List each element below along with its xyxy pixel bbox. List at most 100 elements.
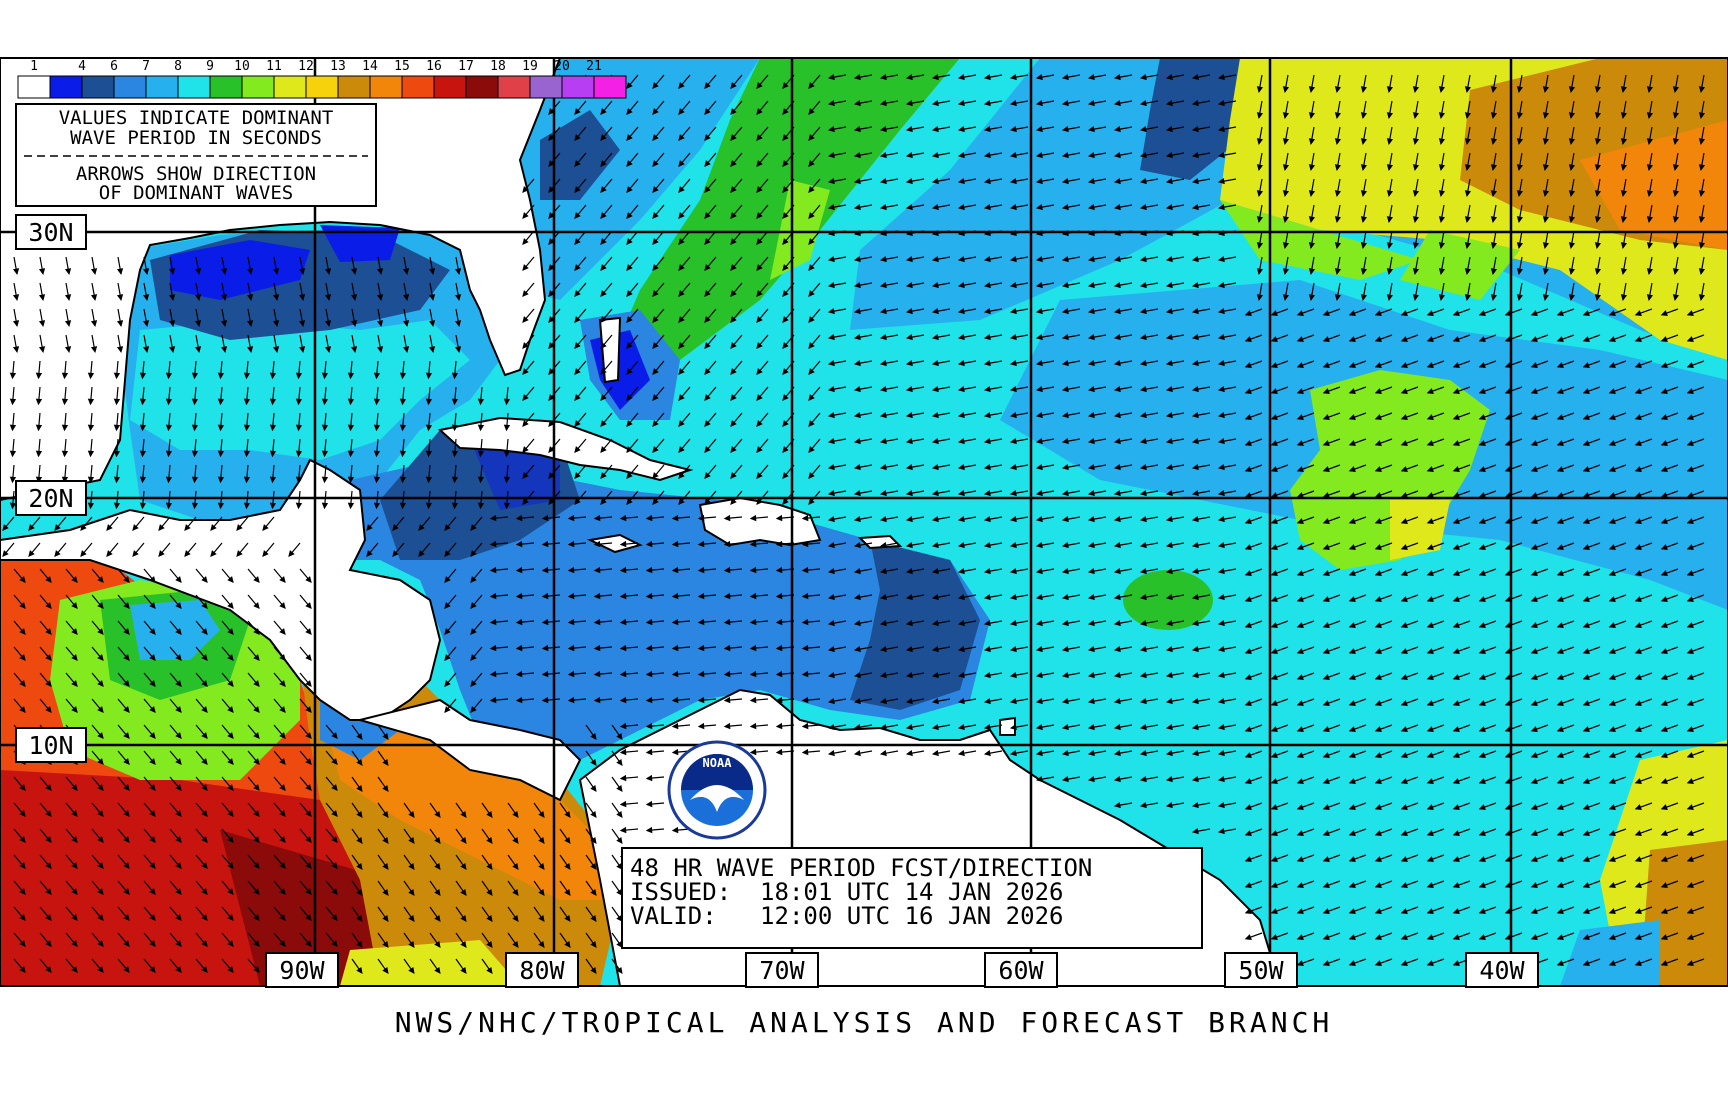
wave-arrow-head [983,671,991,679]
wave-arrow-head [1478,856,1486,862]
wave-arrow-head [428,268,436,276]
wave-arrow-head [931,723,939,731]
wave-arrow-head [1217,73,1225,81]
wave-arrow-head [1308,112,1316,120]
wave-arrow-head [1504,388,1512,394]
wave-arrow-head [1256,294,1264,302]
scale-label: 10 [234,59,250,74]
wave-arrow-head [723,696,731,704]
wave-arrow-head [983,359,991,367]
wave-arrow-head [1009,411,1017,419]
wave-arrow-head [71,706,78,714]
wave-arrow-head [1087,775,1095,783]
wave-arrow-head [1478,622,1486,628]
wave-arrow-head [64,346,72,354]
wave-arrow-head [1620,138,1628,146]
wave-arrow-head [1009,437,1017,445]
wave-arrow-head [827,515,835,523]
wave-arrow-head [1452,544,1460,550]
wave-arrow-head [564,810,571,819]
wave-arrow-head [905,359,913,367]
wave-arrow-head [626,134,633,142]
wave-arrow-head [905,619,913,627]
lon-label-40w: 40W [1465,952,1539,988]
wave-arrow-head [749,566,757,574]
wave-arrow-head [470,654,477,662]
wave-arrow-head [853,645,861,653]
wave-arrow-head [1686,830,1694,836]
wave-arrow-head [38,268,46,276]
wave-arrow-head [1217,593,1225,601]
wave-arrow-head [1165,307,1173,315]
wave-arrow-head [1139,515,1147,523]
wave-arrow-head [1113,125,1121,133]
wave-arrow-head [1464,190,1472,198]
wave-arrow-head [253,654,260,662]
wave-arrow-head [1256,268,1264,276]
wave-arrow-head [1452,804,1460,810]
wave-arrow-head [1035,749,1043,757]
wave-arrow-head [165,476,173,484]
wave-arrow-head [1296,596,1304,602]
wave-arrow-head [1660,388,1668,394]
wave-arrow-head [1400,414,1408,420]
wave-arrow-head [123,966,130,974]
wave-arrow-head [1530,934,1538,940]
wave-arrow-head [590,862,597,871]
wave-arrow-head [227,940,234,948]
wave-arrow-head [1374,492,1382,498]
wave-arrow-head [1556,544,1564,550]
wave-arrow-head [149,888,156,896]
wave-arrow-head [1348,492,1356,498]
wave-arrow-head [279,888,286,896]
wave-arrow-head [782,134,789,142]
wave-arrow-head [1504,648,1512,654]
wave-arrow-head [957,307,965,315]
wave-arrow-head [879,437,887,445]
wave-arrow-head [220,268,228,276]
wave-arrow-head [1516,242,1524,250]
wave-arrow-head [756,186,763,194]
wave-arrow-head [626,316,633,324]
wave-arrow-head [827,749,835,757]
wave-arrow-head [434,862,441,871]
wave-arrow-head [1322,856,1330,862]
wave-arrow-head [1490,268,1498,276]
wave-arrow-head [1217,177,1225,185]
wave-arrow-head [827,307,835,315]
wave-arrow-head [1322,570,1330,576]
wave-arrow-head [1308,86,1316,94]
wave-arrow-head [905,229,913,237]
wave-arrow-head [1660,752,1668,758]
wave-arrow-head [905,125,913,133]
wave-arrow-head [671,514,679,522]
wave-arrow-head [671,696,679,704]
wave-arrow-head [697,592,705,600]
wave-arrow-head [113,424,121,432]
wave-arrow-head [782,394,789,402]
wave-arrow-head [1400,440,1408,446]
wave-arrow-head [1035,255,1043,263]
wave-arrow-head [626,186,633,194]
wave-arrow-head [123,706,130,714]
wave-arrow-head [1400,336,1408,342]
wave-arrow-head [1035,411,1043,419]
wave-arrow-head [1594,190,1602,198]
wave-arrow-head [1244,856,1252,862]
wave-arrow-head [486,836,493,845]
wave-arrow-head [704,472,711,480]
wave-arrow-head [1139,593,1147,601]
wave-arrow-head [272,320,280,328]
wave-arrow-head [1504,362,1512,368]
wave-arrow-head [1478,544,1486,550]
wave-arrow-head [489,566,497,574]
wave-arrow-head [1556,752,1564,758]
wave-arrow-head [1322,596,1330,602]
wave-arrow-head [1620,268,1628,276]
wave-arrow-head [71,810,78,818]
wave-arrow-head [1322,674,1330,680]
wave-arrow-head [1061,437,1069,445]
wave-arrow-head [1322,466,1330,472]
wave-arrow-head [548,342,555,350]
wave-arrow-head [1686,570,1694,576]
